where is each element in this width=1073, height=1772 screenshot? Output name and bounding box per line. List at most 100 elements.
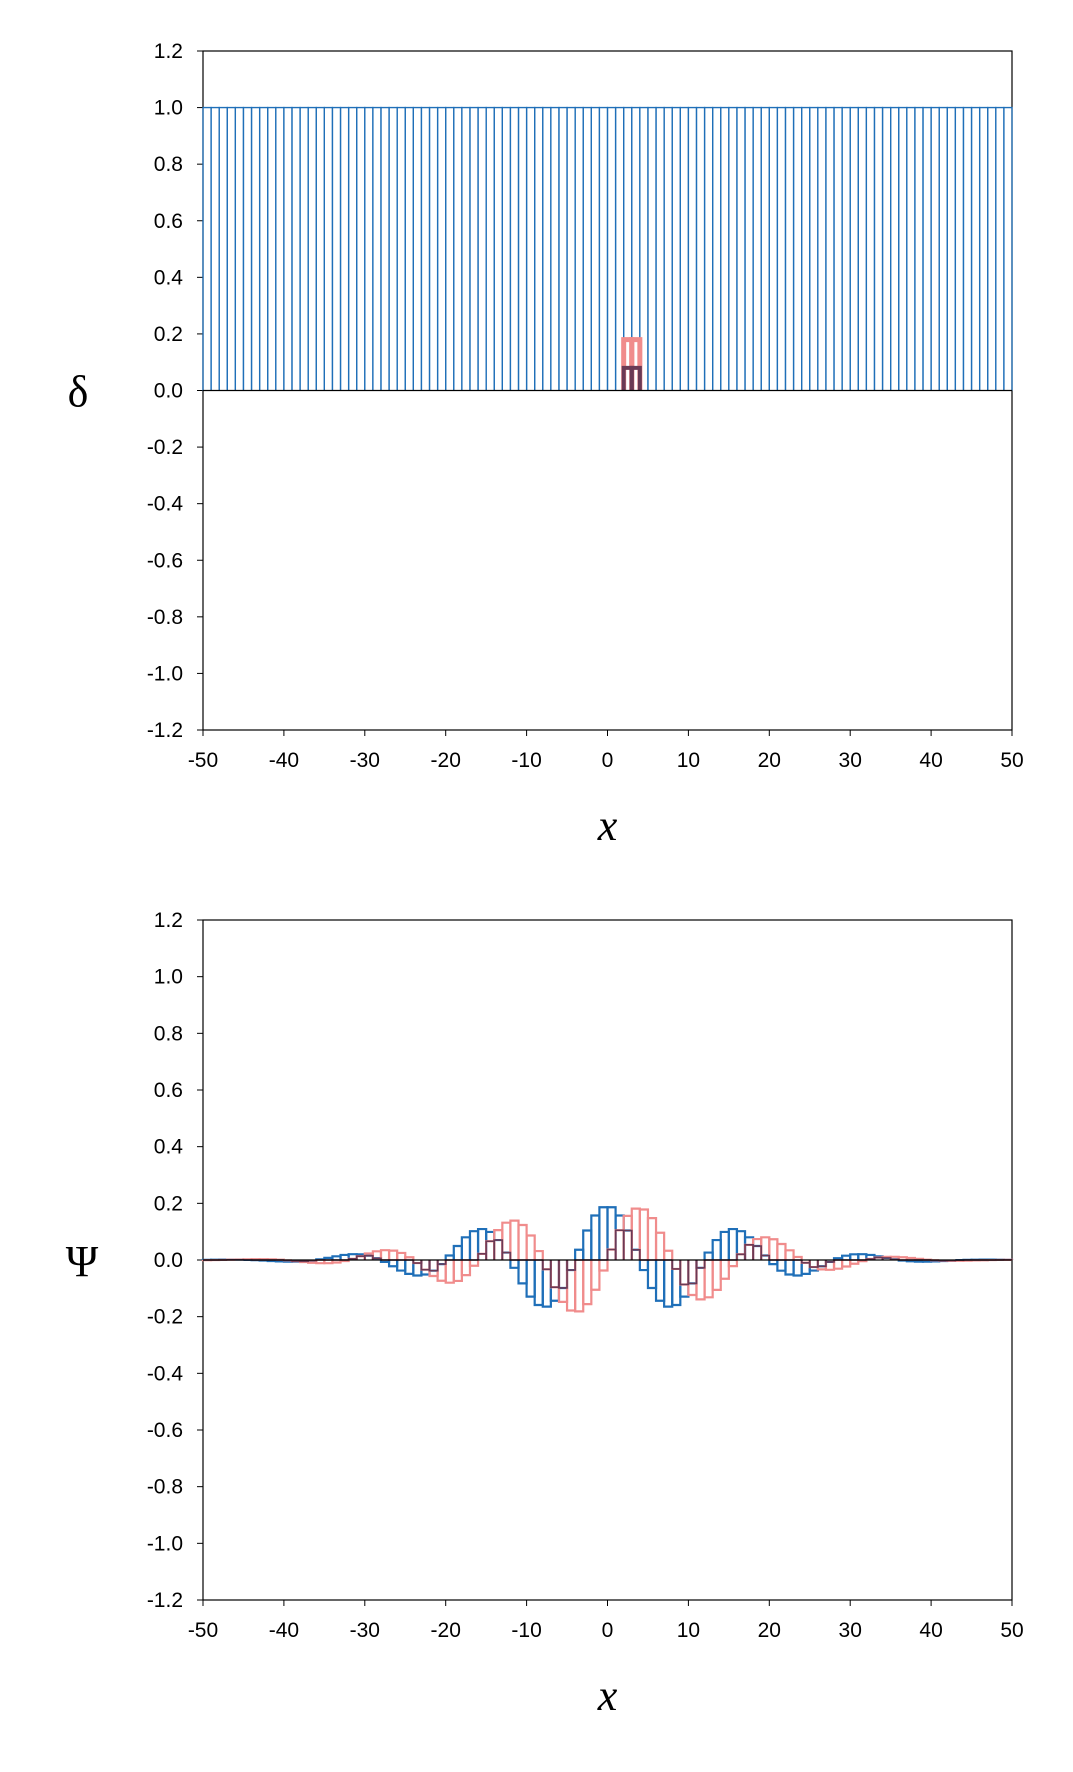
dark-psi-bar <box>501 1251 512 1260</box>
pink-psi-bar <box>711 1260 722 1291</box>
blue-psi-bar <box>574 1248 585 1260</box>
delta-bar <box>671 106 681 391</box>
pink-psi-bar <box>606 1248 617 1260</box>
dark-psi-bar <box>428 1260 439 1272</box>
y-tick-label: 1.0 <box>154 966 183 989</box>
delta-bar <box>962 106 973 391</box>
dark-psi-bar <box>622 1229 633 1260</box>
blue-psi-bar <box>404 1260 415 1276</box>
delta-bar <box>590 106 601 391</box>
delta-bar <box>695 106 706 391</box>
dark-psi-bar <box>436 1260 447 1265</box>
delta-bar <box>501 106 512 391</box>
y-tick-label: 0.4 <box>154 266 184 289</box>
pink-psi-bar <box>404 1256 415 1260</box>
delta-bar <box>372 106 382 391</box>
y-tick-label: -0.4 <box>147 1362 184 1385</box>
blue-psi-bar <box>695 1260 706 1269</box>
delta-bar <box>226 106 237 391</box>
delta-bar <box>218 106 228 391</box>
delta-bar <box>388 106 398 391</box>
delta-bar <box>582 106 592 391</box>
delta-bar <box>477 106 487 391</box>
blue-psi-bar <box>396 1260 407 1272</box>
blue-psi-bar <box>606 1206 617 1260</box>
delta-bar <box>720 106 730 391</box>
blue-psi-bar <box>541 1260 552 1308</box>
blue-psi-bar <box>711 1238 722 1260</box>
y-axis-label: Ψ <box>66 1237 99 1286</box>
pink-psi-bar <box>533 1249 544 1260</box>
delta-bar <box>914 106 924 391</box>
y-tick-label: 0.0 <box>154 1249 183 1272</box>
delta-bar <box>898 106 908 391</box>
y-axis-label: δ <box>68 368 89 417</box>
delta-bar <box>550 106 560 391</box>
pink-psi-bar <box>622 1214 633 1260</box>
blue-psi-bar <box>630 1248 641 1260</box>
delta-bar <box>655 106 665 391</box>
x-axis-label: x <box>597 1671 618 1720</box>
blue-psi-bar <box>816 1260 828 1268</box>
x-tick-label: 20 <box>758 749 781 772</box>
blue-psi-bar <box>493 1238 504 1260</box>
delta-bar <box>445 106 455 391</box>
dark-psi-bar <box>372 1257 382 1260</box>
pink-psi-bar <box>727 1260 739 1268</box>
x-tick-label: -40 <box>269 749 299 772</box>
pink-psi-bar <box>687 1260 698 1297</box>
pink-psi-bar <box>671 1260 682 1271</box>
psi-chart: 1.2 1.0 0.8 0.6 0.4 0.2 0.0 -0.2 -0.4 -0.6 -0.8 -1.… <box>66 909 1024 1720</box>
blue-psi-bar <box>719 1230 730 1260</box>
blue-psi-bar <box>792 1260 803 1277</box>
x-tick-label: -40 <box>269 1619 299 1642</box>
x-tick-label: 50 <box>1000 1619 1023 1642</box>
delta-bar <box>428 106 439 391</box>
y-tick-label: -1.0 <box>147 1532 183 1555</box>
pink-psi-bar <box>735 1253 747 1260</box>
pink-psi-bar <box>525 1234 536 1260</box>
delta-bar <box>995 106 1005 391</box>
pink-psi-bar <box>695 1260 706 1301</box>
delta-bar <box>356 106 366 391</box>
delta-bar <box>347 106 358 391</box>
x-tick-label: 10 <box>677 1619 700 1642</box>
delta-bar <box>1003 106 1013 391</box>
dark-psi-bar <box>687 1260 698 1285</box>
pink-psi-bar <box>792 1255 803 1260</box>
pink-psi-bar <box>752 1237 763 1260</box>
blue-psi-bar <box>549 1260 561 1302</box>
delta-bar <box>792 106 803 391</box>
pink-psi-bar <box>679 1260 690 1286</box>
y-tick-label: 0.2 <box>154 1192 183 1215</box>
pink-psi-bar <box>590 1260 601 1291</box>
blue-psi-bar <box>735 1230 747 1260</box>
pink-psi-bar <box>638 1208 650 1260</box>
delta-bar <box>679 106 690 391</box>
y-tick-label: 1.0 <box>154 97 183 120</box>
pink-psi-bar <box>557 1260 569 1303</box>
pink-psi-bar <box>549 1260 561 1289</box>
pink-psi-bar <box>768 1238 779 1260</box>
pink-psi-bar <box>468 1260 480 1267</box>
blue-psi-bar <box>533 1260 544 1307</box>
delta-bar <box>242 106 253 391</box>
delta-bar <box>987 106 997 391</box>
pink-psi-bar <box>582 1260 593 1306</box>
dark-psi-bar <box>744 1244 754 1260</box>
x-tick-label: -10 <box>511 1619 541 1642</box>
pink-psi-bar <box>452 1260 463 1283</box>
y-tick-label: 0.6 <box>154 1079 183 1102</box>
delta-bar <box>760 106 770 391</box>
delta-bar <box>849 106 859 391</box>
delta-bar <box>881 106 892 391</box>
delta-bar <box>542 106 552 391</box>
blue-psi-bar <box>420 1260 431 1276</box>
y-tick-label: -1.2 <box>147 1589 183 1612</box>
delta-bar <box>331 106 342 391</box>
dark-delta-bar <box>629 365 642 391</box>
delta-bar <box>801 106 811 391</box>
pink-psi-bar <box>574 1260 585 1313</box>
blue-psi-bar <box>808 1260 819 1272</box>
